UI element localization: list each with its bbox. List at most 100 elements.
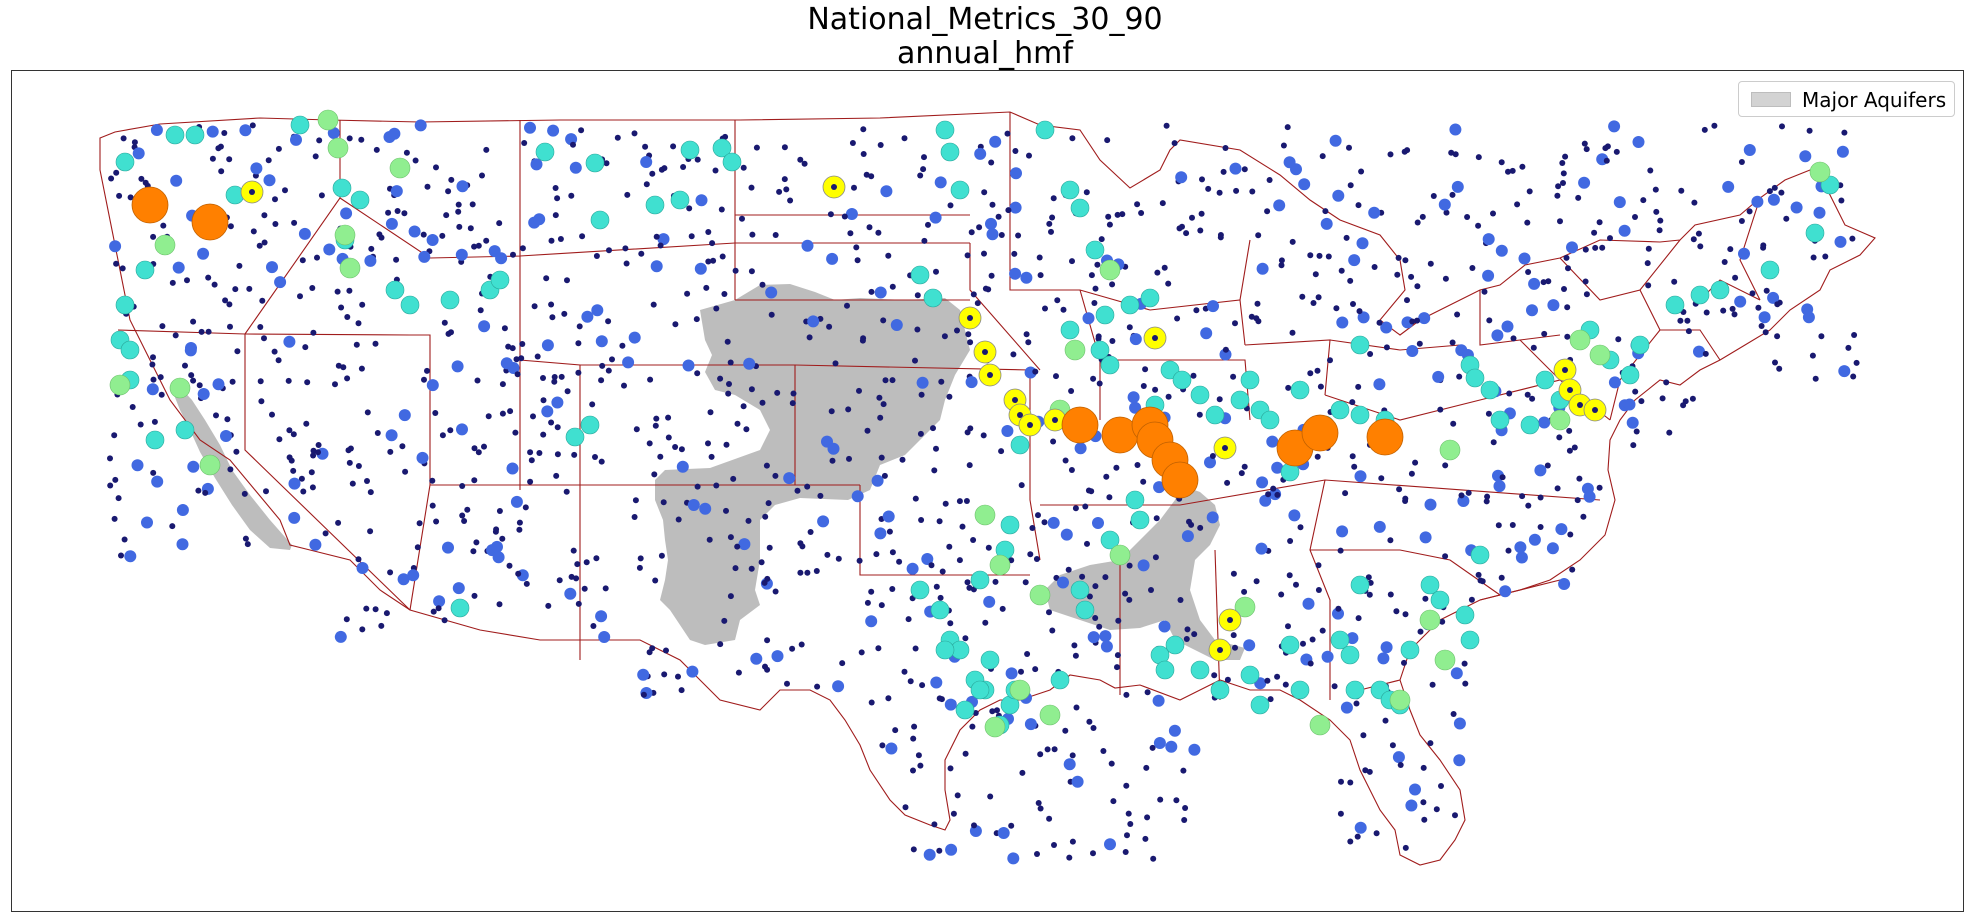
gauge-marker-large (1155, 660, 1175, 680)
gauge-marker-small (1408, 470, 1415, 477)
gauge-marker-medium (851, 490, 864, 503)
gauge-marker-small (1161, 264, 1168, 271)
gauge-marker-small (202, 489, 209, 496)
gauge-marker-small (1402, 498, 1409, 504)
gauge-marker-small (1402, 611, 1409, 618)
gauge-marker-small (499, 410, 506, 417)
gauge-marker-small (910, 735, 917, 742)
gauge-marker-medium (1010, 167, 1022, 180)
gauge-marker-large (1070, 580, 1090, 600)
gauge-marker-small (1373, 830, 1380, 837)
gauge-marker-small (1845, 344, 1852, 351)
gauge-marker-small (1209, 453, 1216, 459)
gauge-marker-small (1602, 145, 1609, 152)
gauge-marker-small (789, 645, 796, 652)
gauge-marker-small (1851, 332, 1858, 338)
gauge-marker-small (849, 140, 856, 146)
gauge-marker-medium (595, 610, 608, 623)
gauge-marker-small (660, 499, 667, 506)
gauge-marker-large (1075, 600, 1095, 620)
gauge-marker-small (578, 127, 585, 134)
gauge-marker-small (1197, 227, 1204, 234)
gauge-marker-small (1065, 566, 1072, 573)
gauge-marker-medium (151, 475, 164, 488)
gauge-marker-large (1760, 260, 1780, 280)
gauge-marker-small (946, 393, 953, 400)
gauge-marker-small (1222, 145, 1229, 151)
gauge-marker-small (727, 593, 734, 600)
gauge-marker-small (1316, 252, 1323, 259)
gauge-marker-small (157, 374, 164, 381)
gauge-marker-small (928, 562, 935, 569)
gauge-marker-small (740, 164, 747, 171)
gauge-marker-small (703, 284, 710, 291)
gauge-marker-small (355, 320, 362, 327)
gauge-marker-small (1458, 492, 1465, 499)
gauge-marker-small (138, 175, 145, 182)
gauge-marker-large (1665, 295, 1685, 315)
gauge-marker-small (570, 547, 577, 554)
gauge-marker-small (574, 561, 581, 568)
gauge-marker-small (1421, 816, 1428, 823)
gauge-marker-small (1671, 278, 1678, 285)
gauge-marker-medium (1799, 150, 1812, 163)
gauge-marker-small (505, 343, 512, 350)
gauge-marker-small (1165, 393, 1172, 400)
gauge-marker-large (1190, 385, 1210, 405)
gauge-marker-small (1102, 574, 1109, 581)
gauge-marker-small (1266, 177, 1273, 183)
gauge-marker-small (1154, 269, 1161, 276)
gauge-marker-medium (407, 569, 420, 582)
gauge-marker-small (1353, 700, 1360, 707)
gauge-marker-medium (172, 261, 185, 274)
gauge-marker-small (1104, 137, 1111, 144)
gauge-marker-small (1193, 307, 1200, 314)
gauge-marker-small (921, 154, 927, 161)
gauge-marker-large (585, 153, 605, 173)
gauge-marker-small (129, 404, 136, 410)
gauge-marker-small (730, 475, 737, 482)
gauge-marker-small (169, 523, 176, 530)
gauge-marker-small (226, 156, 233, 163)
gauge-marker-small (570, 141, 576, 148)
gauge-marker-medium (356, 562, 369, 574)
gauge-marker-large (980, 650, 1000, 670)
gauge-marker-small (556, 577, 563, 584)
gauge-marker-small (226, 301, 233, 308)
gauge-marker-medium (1583, 490, 1596, 503)
gauge-marker-small (1566, 427, 1573, 434)
gauge-marker-small (1309, 636, 1316, 643)
gauge-marker-medium (495, 252, 508, 265)
state-border (1479, 290, 1561, 346)
gauge-marker-small (965, 331, 972, 338)
gauge-marker-small (151, 418, 158, 425)
gauge-marker-small (606, 247, 612, 254)
gauge-marker-small (1358, 168, 1365, 175)
gauge-marker-medium (783, 472, 796, 485)
gauge-marker-medium (1356, 237, 1369, 250)
gauge-marker-small (272, 221, 279, 227)
gauge-marker-large (115, 295, 135, 315)
gauge-marker-small (483, 237, 490, 244)
gauge-marker-small (1525, 502, 1532, 509)
gauge-marker-large (670, 190, 690, 210)
gauge-marker-large (120, 340, 140, 360)
gauge-marker-small (507, 408, 514, 415)
gauge-marker-medium (564, 587, 577, 600)
gauge-marker-small (732, 565, 739, 572)
gauge-marker-small (309, 484, 316, 491)
gauge-marker-small (1416, 340, 1423, 347)
gauge-marker-small (1108, 760, 1115, 767)
gauge-marker-small (721, 291, 728, 297)
gauge-marker-small (954, 792, 961, 799)
gauge-marker-small (455, 208, 462, 215)
gauge-marker-small (1640, 197, 1647, 204)
gauge-marker-medium (807, 315, 820, 328)
gauge-marker-medium (1060, 528, 1073, 541)
gauge-marker-small (1571, 444, 1578, 451)
gauge-marker-small (1198, 210, 1205, 217)
gauge-marker-small (1186, 518, 1192, 525)
gauge-marker-small (1025, 339, 1032, 346)
gauge-marker-small (564, 277, 570, 284)
gauge-marker-large (1100, 530, 1120, 550)
